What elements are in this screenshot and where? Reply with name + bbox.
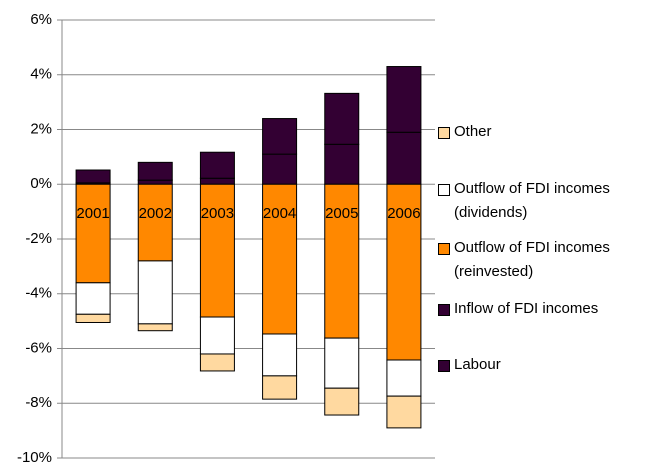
bar-segment xyxy=(75,313,111,323)
bar-segment xyxy=(262,153,298,185)
bar-segment xyxy=(262,183,298,335)
legend-swatch xyxy=(438,243,450,255)
bar-segment xyxy=(137,179,173,185)
legend-label: Other xyxy=(454,123,492,140)
bar-segment xyxy=(199,183,235,318)
y-tick-label: 6% xyxy=(30,11,52,28)
bar-segment xyxy=(137,183,173,262)
y-tick-label: -4% xyxy=(25,285,52,302)
bar-segment xyxy=(199,316,235,355)
legend-swatch xyxy=(438,184,450,196)
bar-segment xyxy=(75,282,111,315)
x-tick-label: 2006 xyxy=(387,205,420,222)
bar-segment xyxy=(137,323,173,332)
x-tick-label: 2003 xyxy=(201,205,234,222)
legend-item: Inflow of FDI incomes xyxy=(438,297,644,321)
legend-swatch xyxy=(438,127,450,139)
x-tick-label: 2005 xyxy=(325,205,358,222)
bar-segment xyxy=(324,337,360,389)
y-tick-label: 4% xyxy=(30,66,52,83)
bar-segment xyxy=(324,143,360,185)
y-tick-label: -10% xyxy=(17,449,52,464)
legend-swatch xyxy=(438,304,450,316)
legend-label: Labour xyxy=(454,356,501,373)
legend-item: Other xyxy=(438,120,644,144)
y-tick-label: -8% xyxy=(25,394,52,411)
legend-item: Outflow of FDI incomes (dividends) xyxy=(438,177,644,225)
y-tick-label: -2% xyxy=(25,230,52,247)
bar-segment xyxy=(137,260,173,325)
bar-segment xyxy=(324,183,360,339)
bar-segment xyxy=(137,161,173,181)
x-tick-label: 2004 xyxy=(263,205,296,222)
bar-segment xyxy=(199,151,235,179)
legend-item: Labour xyxy=(438,353,644,377)
bar-segment xyxy=(262,333,298,377)
bar-segment xyxy=(75,183,111,284)
bar-segment xyxy=(199,177,235,185)
bar-segment xyxy=(324,387,360,416)
y-tick-label: 2% xyxy=(30,120,52,137)
legend-label: Outflow of FDI incomes (reinvested) xyxy=(454,239,610,280)
y-tick-label: -6% xyxy=(25,339,52,356)
bar-segment xyxy=(386,359,422,397)
bar-segment xyxy=(199,353,235,372)
y-tick-label: 0% xyxy=(30,175,52,192)
x-tick-label: 2001 xyxy=(76,205,109,222)
bar-segment xyxy=(262,118,298,155)
bar-segment xyxy=(386,131,422,185)
bar-segment xyxy=(75,169,111,184)
bar-segment xyxy=(386,395,422,429)
x-tick-label: 2002 xyxy=(139,205,172,222)
bar-segment xyxy=(324,92,360,145)
bar-segment xyxy=(386,66,422,133)
legend-swatch xyxy=(438,360,450,372)
legend-item: Outflow of FDI incomes (reinvested) xyxy=(438,236,644,284)
legend-label: Inflow of FDI incomes xyxy=(454,300,599,317)
legend-label: Outflow of FDI incomes (dividends) xyxy=(454,180,610,221)
bar-segment xyxy=(262,375,298,400)
